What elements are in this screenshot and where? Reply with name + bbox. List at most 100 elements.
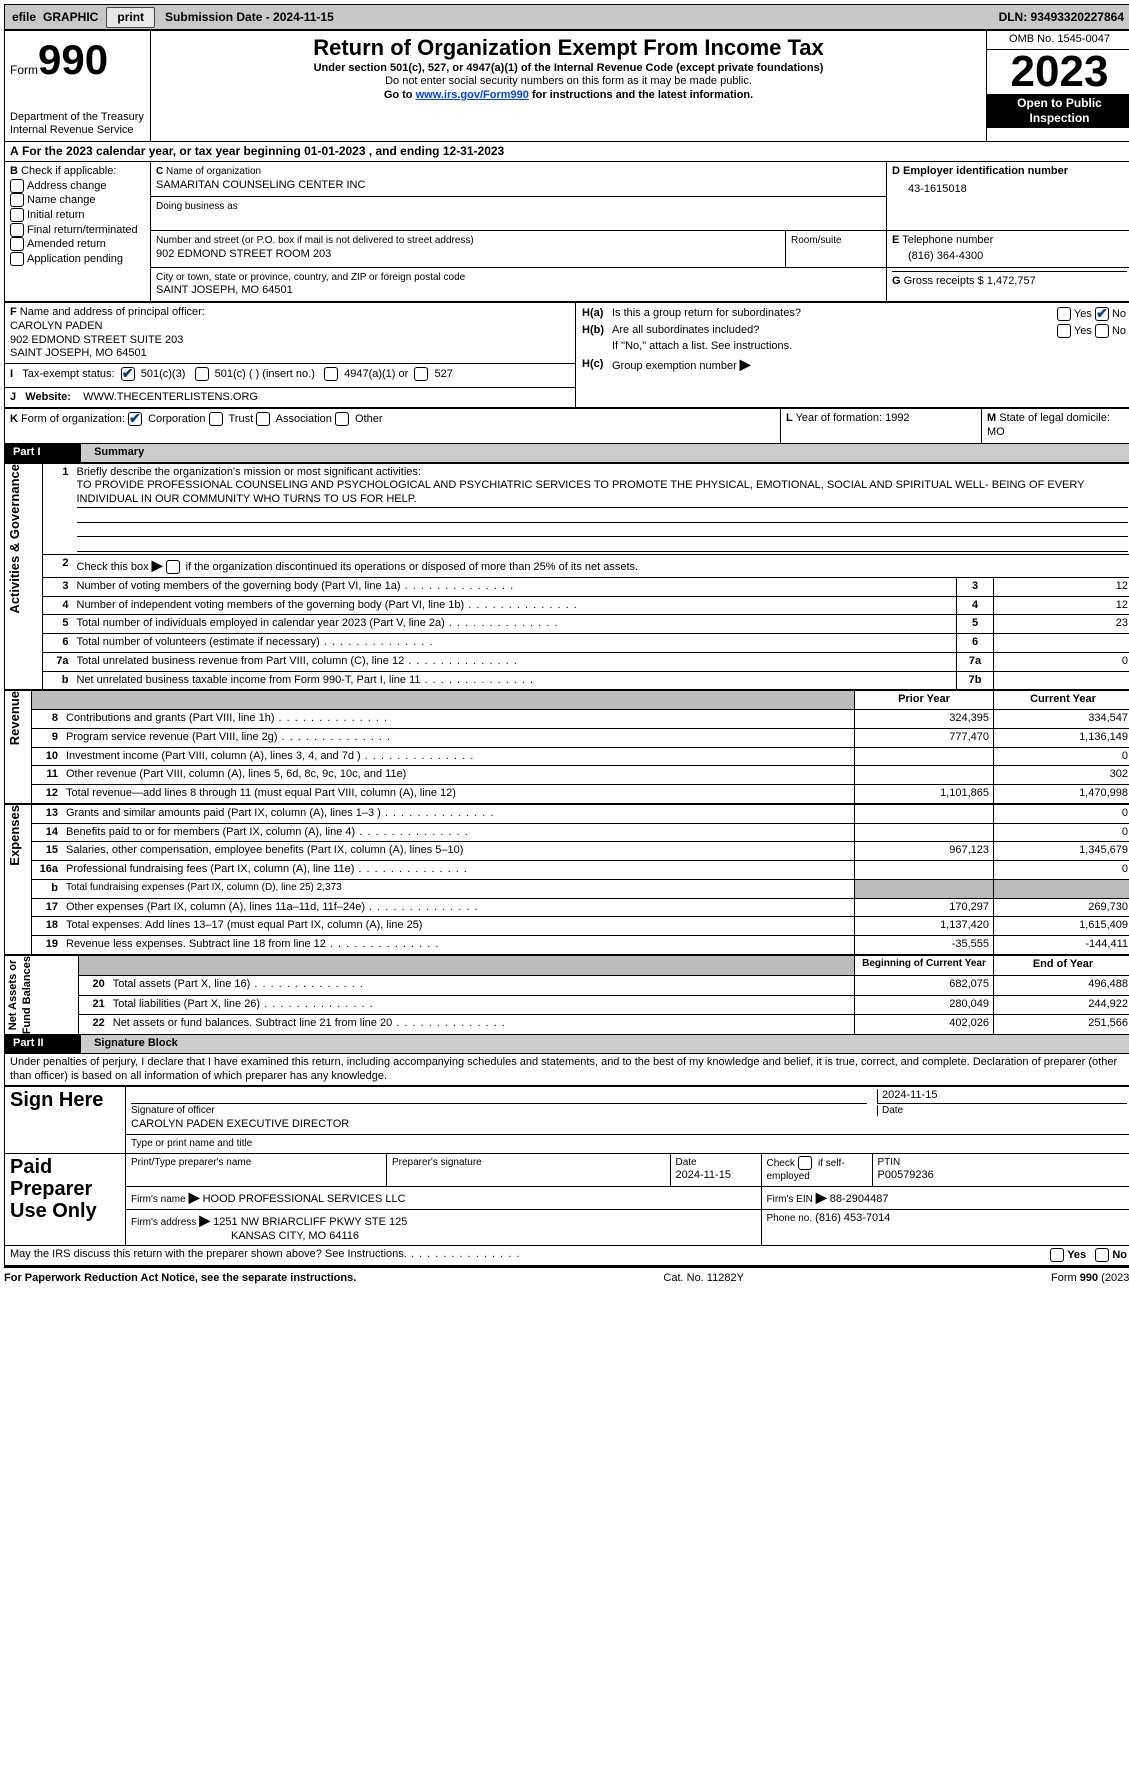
table-row: 5Total number of individuals employed in… bbox=[5, 615, 1129, 634]
dept-treasury: Department of the Treasury Internal Reve… bbox=[10, 111, 145, 139]
signature-block: Sign Here Signature of officer CAROLYN P… bbox=[4, 1086, 1129, 1246]
mission-label: Briefly describe the organization's miss… bbox=[77, 466, 421, 478]
part-i-header: Part I Summary bbox=[4, 444, 1129, 463]
officer-addr2: SAINT JOSEPH, MO 64501 bbox=[10, 347, 147, 359]
check-name-change[interactable] bbox=[10, 193, 24, 207]
room-label: Room/suite bbox=[791, 235, 842, 246]
website-value: WWW.THECENTERLISTENS.ORG bbox=[83, 391, 258, 403]
table-row: 16aProfessional fundraising fees (Part I… bbox=[5, 861, 1129, 880]
gross-value: 1,472,757 bbox=[987, 275, 1036, 287]
footer-left: For Paperwork Reduction Act Notice, see … bbox=[4, 1272, 356, 1286]
firm-addr2: KANSAS CITY, MO 64116 bbox=[131, 1230, 359, 1242]
footer-right: Form 990 (2023) bbox=[1051, 1272, 1129, 1286]
table-row: 15Salaries, other compensation, employee… bbox=[5, 842, 1129, 861]
firm-phone-label: Phone no. bbox=[767, 1213, 813, 1224]
table-row: 22Net assets or fund balances. Subtract … bbox=[5, 1015, 1129, 1035]
tel-label: Telephone number bbox=[902, 234, 993, 246]
check-discontinued[interactable] bbox=[166, 560, 180, 574]
hb-yes[interactable] bbox=[1057, 324, 1071, 338]
firm-ein-label: Firm's EIN bbox=[767, 1194, 813, 1205]
website-label: Website: bbox=[25, 391, 71, 403]
k-label: Form of organization: bbox=[21, 413, 125, 425]
check-self-employed[interactable] bbox=[798, 1156, 812, 1170]
table-row: 18Total expenses. Add lines 13–17 (must … bbox=[5, 917, 1129, 936]
check-address-change[interactable] bbox=[10, 179, 24, 193]
irs-link[interactable]: www.irs.gov/Form990 bbox=[416, 89, 529, 101]
ha-yes[interactable] bbox=[1057, 307, 1071, 321]
table-row: 11Other revenue (Part VIII, column (A), … bbox=[5, 766, 1129, 785]
table-row: 14Benefits paid to or for members (Part … bbox=[5, 823, 1129, 842]
table-row: bTotal fundraising expenses (Part IX, co… bbox=[5, 879, 1129, 898]
summary-table: Activities & Governance 1 Briefly descri… bbox=[4, 463, 1129, 691]
check-final-return[interactable] bbox=[10, 223, 24, 237]
identity-block: B Check if applicable: Address change Na… bbox=[4, 161, 1129, 302]
gross-label: Gross receipts $ bbox=[904, 275, 984, 287]
discuss-yes[interactable] bbox=[1050, 1248, 1064, 1262]
table-row: 21Total liabilities (Part X, line 26)280… bbox=[5, 995, 1129, 1015]
form-prefix: Form bbox=[10, 63, 38, 77]
col-begin: Beginning of Current Year bbox=[855, 955, 994, 975]
check-527[interactable] bbox=[414, 367, 428, 381]
table-row: 12Total revenue—add lines 8 through 11 (… bbox=[5, 785, 1129, 804]
table-row: 3Number of voting members of the governi… bbox=[5, 577, 1129, 596]
firm-ein: 88-2904487 bbox=[830, 1193, 889, 1205]
org-name: SAMARITAN COUNSELING CENTER INC bbox=[156, 179, 365, 191]
hb-no[interactable] bbox=[1095, 324, 1109, 338]
col-prior: Prior Year bbox=[855, 691, 994, 710]
table-row: 8Contributions and grants (Part VIII, li… bbox=[5, 710, 1129, 729]
print-button[interactable]: print bbox=[106, 7, 155, 28]
check-amended-return[interactable] bbox=[10, 237, 24, 251]
officer-addr1: 902 EDMOND STREET SUITE 203 bbox=[10, 334, 183, 346]
sig-officer-label: Signature of officer bbox=[131, 1105, 215, 1116]
city-label: City or town, state or province, country… bbox=[156, 272, 465, 283]
check-501c[interactable] bbox=[195, 367, 209, 381]
col-end: End of Year bbox=[994, 955, 1129, 975]
hb-label: Are all subordinates included? bbox=[611, 323, 1005, 340]
ptin-value: P00579236 bbox=[878, 1169, 934, 1181]
tel-value: (816) 364-4300 bbox=[892, 248, 1127, 264]
table-row: 7aTotal unrelated business revenue from … bbox=[5, 652, 1129, 671]
ha-no[interactable] bbox=[1095, 307, 1109, 321]
check-4947[interactable] bbox=[324, 367, 338, 381]
check-other[interactable] bbox=[335, 412, 349, 426]
side-exp: Expenses bbox=[5, 805, 25, 866]
check-initial-return[interactable] bbox=[10, 208, 24, 222]
taxexempt-label: Tax-exempt status: bbox=[22, 368, 114, 380]
col-current: Current Year bbox=[994, 691, 1129, 710]
form-subtitle-3: Go to www.irs.gov/Form990 for instructio… bbox=[156, 89, 981, 103]
submission-date: Submission Date - 2024-11-15 bbox=[157, 10, 334, 25]
ein-label: Employer identification number bbox=[903, 165, 1068, 177]
form-subtitle-1: Under section 501(c), 527, or 4947(a)(1)… bbox=[156, 62, 981, 76]
officer-signed-name: CAROLYN PADEN EXECUTIVE DIRECTOR bbox=[131, 1118, 349, 1130]
firm-name-label: Firm's name bbox=[131, 1194, 186, 1205]
graphic-label: GRAPHIC bbox=[43, 10, 104, 25]
firm-addr1: 1251 NW BRIARCLIFF PKWY STE 125 bbox=[213, 1216, 407, 1228]
table-row: 9Program service revenue (Part VIII, lin… bbox=[5, 728, 1129, 747]
c-name-label: Name of organization bbox=[166, 166, 261, 177]
efile-label: efile bbox=[5, 10, 43, 25]
firm-phone: (816) 453-7014 bbox=[815, 1212, 890, 1224]
preparer-sig-label: Preparer's signature bbox=[392, 1157, 482, 1168]
table-row: 6Total number of volunteers (estimate if… bbox=[5, 634, 1129, 653]
section-a: A For the 2023 calendar year, or tax yea… bbox=[4, 142, 1129, 161]
addr-label: Number and street (or P.O. box if mail i… bbox=[156, 235, 474, 246]
check-501c3[interactable] bbox=[121, 367, 135, 381]
ha-label: Is this a group return for subordinates? bbox=[611, 306, 1005, 323]
section-b-label: Check if applicable: bbox=[21, 165, 116, 177]
check-assoc[interactable] bbox=[256, 412, 270, 426]
side-nab: Net Assets or Fund Balances bbox=[5, 956, 37, 1034]
preparer-name-label: Print/Type preparer's name bbox=[131, 1157, 251, 1168]
mission-text: TO PROVIDE PROFESSIONAL COUNSELING AND P… bbox=[77, 479, 1129, 508]
discuss-no[interactable] bbox=[1095, 1248, 1109, 1262]
sig-date: 2024-11-15 bbox=[877, 1089, 1127, 1104]
check-app-pending[interactable] bbox=[10, 252, 24, 266]
hc-label: Group exemption number bbox=[612, 360, 737, 372]
officer-name: CAROLYN PADEN bbox=[10, 320, 103, 332]
side-rev: Revenue bbox=[5, 691, 25, 745]
check-corp[interactable] bbox=[128, 412, 142, 426]
l-label: Year of formation: bbox=[796, 412, 882, 424]
table-row: 19Revenue less expenses. Subtract line 1… bbox=[5, 936, 1129, 955]
firm-name: HOOD PROFESSIONAL SERVICES LLC bbox=[203, 1193, 406, 1205]
check-trust[interactable] bbox=[209, 412, 223, 426]
m-value: MO bbox=[987, 426, 1005, 438]
